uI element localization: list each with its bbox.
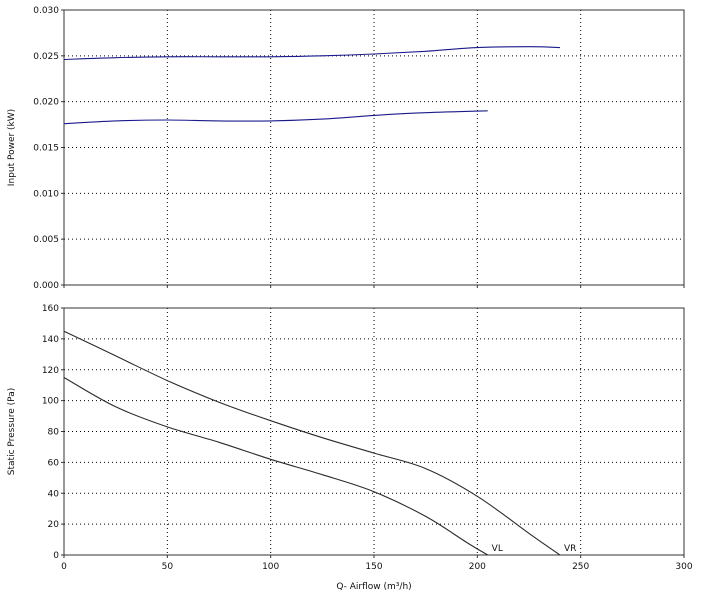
- y-tick-label: 0.010: [33, 189, 59, 199]
- y-tick-label: 0.000: [33, 281, 59, 291]
- y-tick-label: 100: [42, 397, 59, 407]
- x-tick-label: 0: [61, 562, 67, 572]
- plot-static-pressure: 0 20 40 60 80 100 120 140 160 0 50 100 150 200 250 300 S…: [7, 304, 693, 592]
- y-axis-label: Static Pressure (Pa): [7, 388, 17, 475]
- series-line-2: [63, 110, 488, 125]
- series-line-1: [63, 330, 561, 556]
- y-tick-label: 120: [42, 366, 59, 376]
- y-tick-label: 60: [48, 458, 60, 468]
- y-tick-label: 160: [42, 304, 59, 314]
- y-tick-label: 0.025: [33, 52, 59, 62]
- y-tick-label: 0.015: [33, 144, 59, 154]
- x-tick-label: 100: [262, 562, 279, 572]
- y-tick-label: 0.030: [33, 6, 59, 16]
- x-tick-label: 250: [572, 562, 589, 572]
- curve-end-label: VL: [492, 544, 503, 554]
- y-tick-label: 0: [53, 551, 59, 561]
- series-line-2: [63, 377, 488, 556]
- series-line-1: [63, 46, 561, 61]
- y-axis-label: Input Power (kW): [7, 109, 17, 186]
- y-tick-label: 20: [48, 520, 60, 530]
- x-tick-label: 150: [365, 562, 382, 572]
- y-tick-label: 0.005: [33, 235, 59, 245]
- y-tick-label: 80: [48, 428, 60, 438]
- x-tick-label: 50: [162, 562, 174, 572]
- x-tick-label: 300: [675, 562, 692, 572]
- x-tick-label: 200: [469, 562, 486, 572]
- y-tick-label: 140: [42, 335, 59, 345]
- curve-end-label: VR: [564, 544, 576, 554]
- x-axis-label: Q- Airflow (m³/h): [336, 582, 411, 592]
- y-tick-label: 40: [48, 489, 60, 499]
- plot-input-power: 0.000 0.005 0.010 0.015 0.020 0.025 0.030 Input…: [7, 6, 685, 291]
- y-tick-label: 0.020: [33, 98, 59, 108]
